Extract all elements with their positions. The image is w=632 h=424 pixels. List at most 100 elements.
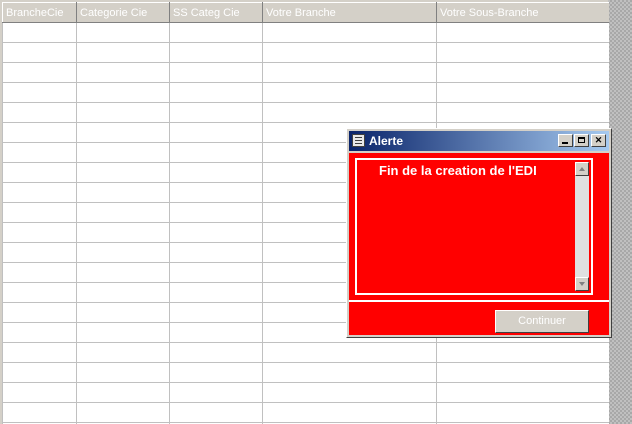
- table-row[interactable]: [2, 62, 609, 83]
- grid-cell[interactable]: [76, 62, 170, 83]
- grid-cell[interactable]: [2, 82, 77, 103]
- grid-cell[interactable]: [76, 262, 170, 283]
- grid-cell[interactable]: [436, 402, 609, 423]
- grid-cell[interactable]: [436, 342, 609, 363]
- grid-cell[interactable]: [262, 102, 437, 123]
- grid-cell[interactable]: [169, 242, 263, 263]
- grid-cell[interactable]: [2, 102, 77, 123]
- grid-cell[interactable]: [169, 342, 263, 363]
- table-row[interactable]: [2, 22, 609, 43]
- grid-cell[interactable]: [262, 62, 437, 83]
- grid-cell[interactable]: [76, 102, 170, 123]
- grid-cell[interactable]: [169, 142, 263, 163]
- grid-cell[interactable]: [2, 122, 77, 143]
- grid-cell[interactable]: [169, 62, 263, 83]
- dialog-titlebar[interactable]: Alerte ✕: [349, 131, 609, 151]
- grid-cell[interactable]: [2, 22, 77, 43]
- table-row[interactable]: [2, 422, 609, 424]
- grid-cell[interactable]: [169, 222, 263, 243]
- grid-cell[interactable]: [169, 362, 263, 383]
- grid-cell[interactable]: [436, 382, 609, 403]
- grid-cell[interactable]: [436, 82, 609, 103]
- grid-cell[interactable]: [76, 402, 170, 423]
- grid-cell[interactable]: [76, 162, 170, 183]
- grid-cell[interactable]: [2, 182, 77, 203]
- message-scrollbar[interactable]: [575, 162, 589, 291]
- grid-cell[interactable]: [2, 362, 77, 383]
- grid-cell[interactable]: [76, 382, 170, 403]
- grid-cell[interactable]: [169, 382, 263, 403]
- table-row[interactable]: [2, 402, 609, 423]
- column-header-votre-branche[interactable]: Votre Branche: [262, 2, 437, 23]
- grid-cell[interactable]: [2, 222, 77, 243]
- grid-cell[interactable]: [169, 262, 263, 283]
- grid-cell[interactable]: [2, 42, 77, 63]
- table-row[interactable]: [2, 382, 609, 403]
- grid-cell[interactable]: [169, 162, 263, 183]
- grid-cell[interactable]: [76, 302, 170, 323]
- grid-cell[interactable]: [2, 162, 77, 183]
- grid-cell[interactable]: [169, 22, 263, 43]
- grid-cell[interactable]: [169, 402, 263, 423]
- grid-cell[interactable]: [262, 402, 437, 423]
- table-row[interactable]: [2, 342, 609, 363]
- grid-cell[interactable]: [2, 322, 77, 343]
- grid-cell[interactable]: [169, 82, 263, 103]
- grid-cell[interactable]: [169, 302, 263, 323]
- grid-cell[interactable]: [169, 122, 263, 143]
- grid-cell[interactable]: [2, 382, 77, 403]
- grid-cell[interactable]: [2, 142, 77, 163]
- grid-cell[interactable]: [76, 122, 170, 143]
- grid-cell[interactable]: [76, 142, 170, 163]
- grid-cell[interactable]: [169, 322, 263, 343]
- grid-cell[interactable]: [76, 202, 170, 223]
- grid-cell[interactable]: [436, 422, 609, 424]
- scroll-up-button[interactable]: [575, 162, 589, 176]
- table-row[interactable]: [2, 362, 609, 383]
- grid-cell[interactable]: [76, 322, 170, 343]
- grid-cell[interactable]: [169, 202, 263, 223]
- table-row[interactable]: [2, 102, 609, 123]
- grid-cell[interactable]: [169, 42, 263, 63]
- scroll-down-button[interactable]: [575, 277, 589, 291]
- grid-cell[interactable]: [262, 42, 437, 63]
- grid-cell[interactable]: [2, 282, 77, 303]
- grid-cell[interactable]: [436, 102, 609, 123]
- grid-cell[interactable]: [169, 102, 263, 123]
- maximize-button[interactable]: [574, 134, 589, 147]
- grid-cell[interactable]: [169, 182, 263, 203]
- continue-button[interactable]: Continuer: [495, 310, 589, 333]
- grid-cell[interactable]: [2, 302, 77, 323]
- grid-cell[interactable]: [76, 42, 170, 63]
- grid-cell[interactable]: [262, 82, 437, 103]
- grid-cell[interactable]: [76, 362, 170, 383]
- close-button[interactable]: ✕: [591, 134, 606, 147]
- table-row[interactable]: [2, 42, 609, 63]
- column-header-ss-categ-cie[interactable]: SS Categ Cie: [169, 2, 263, 23]
- grid-cell[interactable]: [76, 22, 170, 43]
- grid-cell[interactable]: [436, 362, 609, 383]
- minimize-button[interactable]: [558, 134, 573, 147]
- grid-cell[interactable]: [262, 362, 437, 383]
- grid-cell[interactable]: [2, 242, 77, 263]
- grid-cell[interactable]: [76, 282, 170, 303]
- grid-cell[interactable]: [262, 382, 437, 403]
- grid-cell[interactable]: [76, 222, 170, 243]
- table-row[interactable]: [2, 82, 609, 103]
- column-header-votre-sous-branche[interactable]: Votre Sous-Branche: [436, 2, 609, 23]
- grid-cell[interactable]: [2, 202, 77, 223]
- grid-cell[interactable]: [262, 22, 437, 43]
- column-header-categorie-cie[interactable]: Categorie Cie: [76, 2, 170, 23]
- grid-cell[interactable]: [2, 262, 77, 283]
- grid-cell[interactable]: [76, 242, 170, 263]
- grid-cell[interactable]: [169, 282, 263, 303]
- grid-cell[interactable]: [2, 62, 77, 83]
- grid-cell[interactable]: [76, 182, 170, 203]
- grid-cell[interactable]: [2, 402, 77, 423]
- grid-cell[interactable]: [436, 42, 609, 63]
- grid-cell[interactable]: [76, 342, 170, 363]
- grid-cell[interactable]: [2, 342, 77, 363]
- grid-cell[interactable]: [262, 342, 437, 363]
- grid-cell[interactable]: [436, 22, 609, 43]
- grid-cell[interactable]: [76, 82, 170, 103]
